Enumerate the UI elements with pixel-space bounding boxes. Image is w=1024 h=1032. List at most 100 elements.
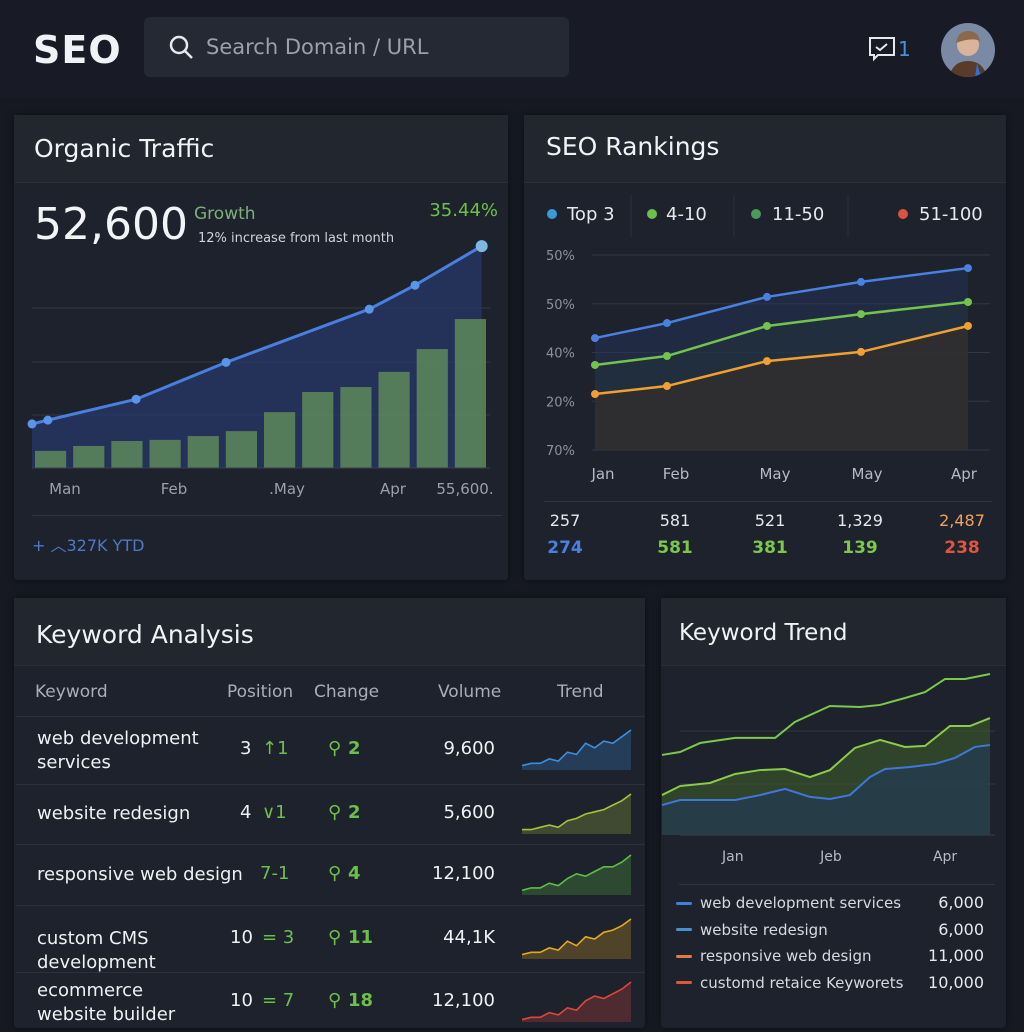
x-tick-label: Feb [161, 480, 188, 498]
divider [544, 501, 992, 502]
series-point [857, 277, 865, 286]
stat-change: 238 [944, 538, 980, 558]
traffic-bar [416, 349, 448, 468]
keyword-change: 4 [348, 862, 361, 884]
notifications-button[interactable]: 1 [868, 36, 911, 62]
traffic-point [27, 419, 37, 429]
series-point [964, 297, 972, 306]
legend-item: customd retaice Keyworets [676, 974, 903, 992]
legend-dot [547, 209, 557, 219]
legend-swatch [676, 954, 692, 958]
keyword-name: web development services [37, 728, 199, 773]
sparkline-line [522, 793, 632, 831]
trend-sparkline [522, 793, 632, 834]
x-tick-label: Apr [951, 465, 978, 483]
trend-line [661, 717, 991, 796]
series-point [763, 357, 771, 366]
col-header-trend[interactable]: Trend [557, 682, 604, 702]
pin-icon: ⚲ [328, 990, 342, 1011]
keyword-row[interactable] [16, 716, 645, 784]
y-tick-label: 70% [546, 444, 575, 459]
series-point [857, 310, 865, 319]
legend-label: 51-100 [919, 204, 983, 225]
y-tick-label: 50% [546, 249, 575, 264]
panel-header [14, 115, 508, 183]
keyword-change: 2 [348, 738, 361, 759]
legend-value: 6,000 [938, 919, 984, 939]
stat-change: 581 [657, 538, 693, 558]
legend-item: web development services [676, 894, 901, 912]
x-tick-label: Feb [663, 465, 690, 483]
legend-label: 11-50 [772, 204, 824, 225]
legend-value: 11,000 [928, 946, 984, 965]
x-tick-label: May [759, 465, 790, 483]
traffic-bar [225, 431, 257, 468]
position-change: = 3 [262, 926, 295, 948]
trend-sparkline [522, 729, 632, 770]
traffic-bar [454, 319, 486, 468]
sparkline-line [522, 853, 632, 891]
x-tick-label: Man [49, 480, 81, 498]
search-icon [169, 35, 193, 59]
traffic-point [475, 240, 488, 253]
col-header-change[interactable]: Change [314, 682, 380, 702]
trend-sparkline [522, 981, 632, 1022]
sparkline-area [522, 794, 631, 834]
series-point [663, 382, 671, 391]
panel-header [661, 598, 1006, 666]
stat-value: 257 [550, 511, 581, 530]
search-input[interactable]: Search Domain / URL [144, 17, 569, 77]
series-point [763, 321, 771, 330]
keyword-change: 11 [348, 926, 374, 948]
keyword-row[interactable] [16, 844, 645, 905]
traffic-bar [302, 392, 334, 468]
traffic-point [364, 304, 374, 314]
keyword-volume: 44,1K [443, 926, 495, 948]
traffic-bar [35, 450, 67, 468]
panel-title: Keyword Trend [679, 620, 848, 646]
traffic-bar [149, 439, 181, 468]
legend-dot [751, 209, 761, 219]
pin-icon: ⚲ [328, 926, 342, 948]
traffic-bar [340, 387, 372, 468]
col-header-position[interactable]: Position [227, 682, 294, 702]
keyword-name: custom CMS development [37, 927, 156, 973]
position-change: 7-1 [260, 862, 290, 884]
keyword-row[interactable] [16, 905, 645, 972]
series-point [591, 360, 599, 369]
sparkline-area [522, 730, 631, 770]
x-tick-label: Apr [933, 849, 957, 865]
sparkline-line [522, 981, 632, 1021]
series-point [964, 321, 972, 330]
x-tick-label: Jeb [819, 849, 842, 865]
message-check-icon [869, 37, 895, 62]
keyword-volume: 5,600 [443, 802, 495, 823]
traffic-value: 52,600 [34, 199, 188, 250]
series-point [591, 334, 599, 343]
pin-icon: ⚲ [328, 862, 342, 884]
traffic-point [221, 357, 231, 367]
x-tick-label: May [851, 465, 882, 483]
legend-item: responsive web design [676, 947, 872, 965]
keyword-row[interactable] [16, 972, 645, 1032]
col-header-keyword[interactable]: Keyword [35, 682, 108, 702]
user-avatar[interactable] [941, 23, 995, 77]
series-point [857, 347, 865, 356]
divider [679, 884, 995, 885]
col-header-volume[interactable]: Volume [438, 682, 502, 702]
keyword-name: website redesign [37, 803, 191, 824]
stat-change: 381 [752, 538, 788, 558]
x-tick-label: Jan [590, 465, 614, 483]
keyword-name: ecommerce website builder [37, 980, 176, 1025]
keyword-name: responsive web design [37, 863, 243, 885]
panel-title: Organic Traffic [34, 134, 215, 163]
legend-value: 6,000 [938, 893, 984, 912]
keyword-position: 4 [240, 802, 252, 823]
keyword-row[interactable] [16, 784, 645, 844]
ytd-total: + ︿327K YTD [32, 536, 145, 555]
legend-swatch [676, 901, 692, 905]
legend-label: 4-10 [666, 204, 707, 225]
y-tick-label: 40% [546, 347, 575, 362]
keyword-volume: 9,600 [443, 738, 495, 759]
